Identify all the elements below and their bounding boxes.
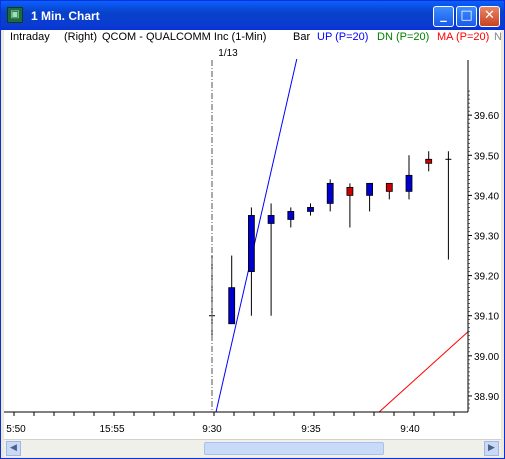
chart-header: Intraday (Right) QCOM - QUALCOMM Inc (1-… [4,30,502,46]
close-button[interactable]: ✕ [479,6,500,27]
price-chart[interactable]: 39.60 39.50 39.40 39.30 39.20 39.10 39.00 38.90… [4,30,501,439]
chart-app-icon[interactable]: ▣ [7,7,23,23]
up-indicator-line [215,58,298,413]
ma-indicator-line [378,331,469,413]
candle-body [405,174,413,192]
candle-body [346,186,354,196]
candle-body [247,215,255,273]
symbol-label: QCOM - QUALCOMM Inc (1-Min) [102,31,267,43]
x-tick-label: 9:30 [202,424,222,435]
title-bar[interactable]: ▣ 1 Min. Chart _ □ ✕ [1,1,504,30]
close-icon: ✕ [484,8,495,23]
x-tick-label: 15:55 [99,424,124,435]
y-tick-label: 39.50 [474,151,499,162]
x-tick-label: 5:50 [6,424,26,435]
y-tick-label: 39.40 [474,191,499,202]
chart-style-label: Bar [293,31,311,43]
candle-body [425,158,433,164]
up-indicator-label: UP (P=20) [317,31,369,43]
y-tick-label: 39.00 [474,352,499,363]
candle-body [307,207,314,212]
candle-body [228,287,236,325]
y-tick-label: 38.90 [474,392,499,403]
maximize-icon: □ [460,8,473,23]
minimize-button[interactable]: _ [433,6,454,27]
x-tick-label: 9:35 [301,424,321,435]
candle-body [287,211,295,220]
arrow-left-icon: ◀ [10,443,17,453]
horizontal-scrollbar[interactable]: ◀ ▶ [4,439,501,457]
y-tick-label: 39.30 [474,232,499,243]
y-tick-label: 39.20 [474,272,499,283]
x-tick-label: 9:40 [400,424,420,435]
maximize-button[interactable]: □ [456,6,477,27]
scroll-left-button[interactable]: ◀ [6,441,21,456]
y-tick-label: 39.10 [474,312,499,323]
dn-indicator-label: DN (P=20) [377,31,430,43]
candle-body [385,182,393,192]
candle-body [326,182,334,204]
ma-indicator-label: MA (P=20) [437,31,490,43]
axis-side-label: (Right) [64,31,98,43]
chart-area[interactable]: Intraday (Right) QCOM - QUALCOMM Inc (1-… [4,30,502,457]
arrow-right-icon: ▶ [488,443,495,453]
candle-body [267,215,275,224]
candle-body [366,182,374,196]
minimize-icon: _ [440,8,447,23]
scroll-thumb[interactable] [204,442,384,455]
overflow-label: N [494,31,502,43]
mode-label: Intraday [10,31,50,43]
y-tick-label: 39.60 [474,111,499,122]
scroll-right-button[interactable]: ▶ [484,441,499,456]
date-marker-label: 1/13 [218,48,238,59]
window-title: 1 Min. Chart [31,9,100,23]
